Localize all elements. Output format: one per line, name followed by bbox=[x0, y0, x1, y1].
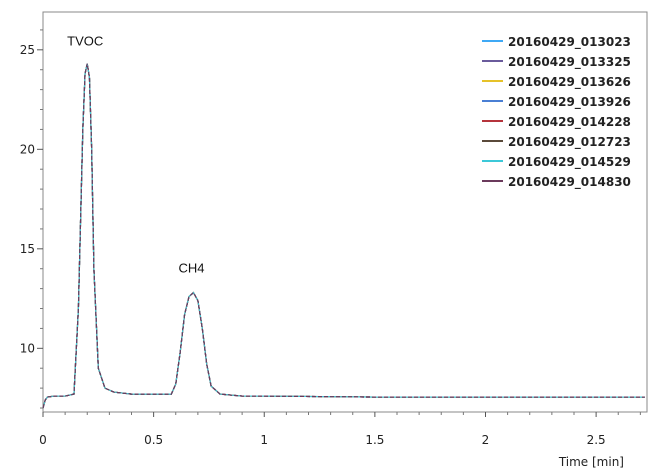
legend-label: 20160429_012723 bbox=[508, 135, 631, 150]
peak-label-tvoc: TVOC bbox=[67, 34, 103, 49]
legend-label: 20160429_013626 bbox=[508, 75, 631, 90]
legend-label: 20160429_014830 bbox=[508, 175, 631, 190]
plot-area bbox=[42, 11, 648, 413]
x-tick-label: 2.5 bbox=[587, 433, 606, 447]
tick-layer: 0 0.5 1 1.5 2 2.5 10 15 20 25 bbox=[20, 29, 641, 447]
x-tick-label: 2 bbox=[482, 433, 490, 447]
series-line-20160429_014830 bbox=[42, 63, 645, 409]
legend-label: 20160429_013325 bbox=[508, 55, 631, 70]
y-tick-label: 25 bbox=[20, 43, 35, 57]
x-tick-label: 0.5 bbox=[144, 433, 163, 447]
peak-label-ch4: CH4 bbox=[178, 261, 204, 276]
x-tick-label: 1.5 bbox=[365, 433, 384, 447]
legend-label: 20160429_014529 bbox=[508, 155, 631, 170]
legend-label: 20160429_014228 bbox=[508, 115, 631, 130]
series-layer bbox=[42, 63, 645, 409]
y-tick-label: 10 bbox=[20, 341, 35, 355]
x-tick-label: 1 bbox=[260, 433, 268, 447]
x-axis-title: Time [min] bbox=[558, 455, 624, 469]
legend-label: 20160429_013023 bbox=[508, 35, 631, 50]
legend: 20160429_013023 20160429_013325 20160429_0… bbox=[482, 35, 631, 190]
y-tick-label: 20 bbox=[20, 142, 35, 156]
y-tick-label: 15 bbox=[20, 242, 35, 256]
x-tick-label: 0 bbox=[39, 433, 47, 447]
legend-label: 20160429_013926 bbox=[508, 95, 631, 110]
annotation-layer: TVOC CH4 bbox=[67, 34, 204, 276]
